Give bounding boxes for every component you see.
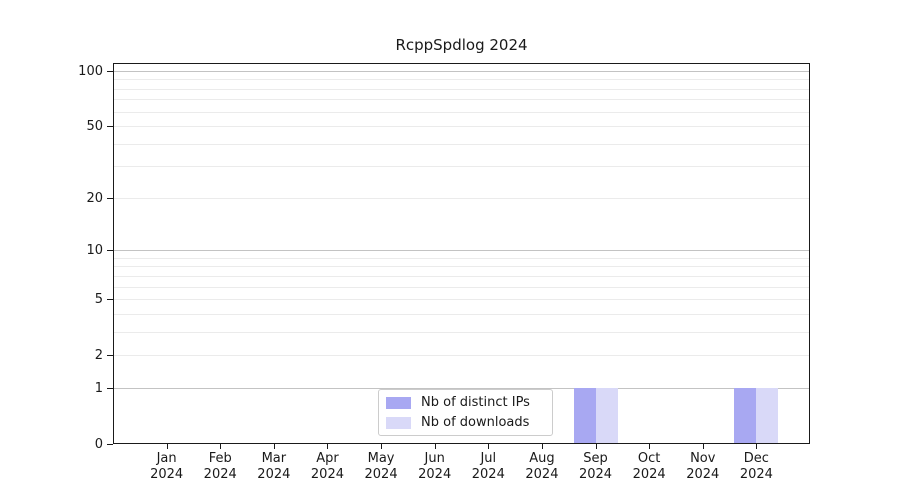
x-tick-label: Apr 2024 [310, 451, 344, 482]
y-tick-mark [107, 444, 113, 445]
x-tick-label: Nov 2024 [686, 451, 720, 482]
minor-gridline [114, 99, 809, 101]
y-tick-mark [107, 126, 113, 128]
x-tick-mark [381, 444, 383, 449]
y-tick-mark [107, 299, 113, 301]
x-tick-mark [541, 444, 543, 449]
x-tick-mark [220, 444, 222, 449]
x-tick-label: Jun 2024 [418, 451, 452, 482]
x-tick-label: Feb 2024 [203, 451, 237, 482]
x-tick-label: Dec 2024 [739, 451, 773, 482]
x-tick-mark [273, 444, 275, 449]
minor-gridline [114, 286, 809, 288]
bar-downloads [595, 387, 618, 443]
legend-item-distinct-ips: Nb of distinct IPs [386, 394, 544, 411]
minor-gridline [114, 257, 809, 259]
legend-label-downloads: Nb of downloads [421, 415, 530, 430]
x-tick-mark [166, 444, 168, 449]
y-tick-label: 1 [94, 380, 103, 396]
x-tick-label: Jan 2024 [150, 451, 184, 482]
minor-gridline [114, 313, 809, 315]
minor-gridline [114, 275, 809, 277]
x-tick-mark [434, 444, 436, 449]
y-tick-label: 10 [86, 243, 103, 259]
minor-gridline [114, 266, 809, 268]
x-tick-label: Oct 2024 [632, 451, 666, 482]
minor-gridline [114, 197, 809, 199]
y-tick-mark [107, 387, 113, 389]
y-tick-label: 2 [94, 348, 103, 364]
minor-gridline [114, 299, 809, 301]
minor-gridline [114, 111, 809, 113]
plot-area [113, 63, 810, 444]
y-tick-label: 100 [78, 64, 103, 79]
minor-gridline [114, 355, 809, 357]
y-tick-label: 20 [86, 190, 103, 206]
y-tick-label: 5 [94, 292, 103, 308]
minor-gridline [114, 126, 809, 128]
x-tick-mark [649, 444, 651, 449]
minor-gridline [114, 88, 809, 90]
bar-distinct-ips [734, 387, 757, 443]
bar-distinct-ips [573, 387, 596, 443]
y-tick-mark [107, 355, 113, 357]
y-tick-mark [107, 197, 113, 199]
minor-gridline [114, 166, 809, 168]
x-tick-label: Mar 2024 [257, 451, 291, 482]
x-tick-label: May 2024 [364, 451, 398, 482]
legend: Nb of distinct IPs Nb of downloads [378, 389, 553, 436]
major-gridline [114, 250, 809, 252]
minor-gridline [114, 143, 809, 145]
x-tick-label: Sep 2024 [578, 451, 613, 482]
legend-item-downloads: Nb of downloads [386, 414, 544, 431]
x-tick-mark [595, 444, 597, 449]
legend-swatch-downloads [386, 416, 411, 429]
legend-label-distinct-ips: Nb of distinct IPs [421, 395, 530, 410]
x-tick-mark [702, 444, 704, 449]
x-tick-label: Jul 2024 [471, 451, 505, 482]
major-gridline [114, 387, 809, 389]
bar-downloads [756, 387, 779, 443]
y-tick-mark [107, 250, 113, 252]
legend-swatch-distinct-ips [386, 396, 411, 409]
x-tick-mark [327, 444, 329, 449]
x-tick-label: Aug 2024 [525, 451, 559, 482]
major-gridline [114, 71, 809, 72]
minor-gridline [114, 331, 809, 333]
x-tick-mark [488, 444, 490, 449]
y-tick-label: 50 [86, 119, 103, 135]
y-tick-label: 0 [94, 437, 103, 452]
y-tick-mark [107, 71, 113, 72]
minor-gridline [114, 79, 809, 81]
chart-title: RcppSpdlog 2024 [395, 36, 528, 54]
x-tick-mark [756, 444, 758, 449]
